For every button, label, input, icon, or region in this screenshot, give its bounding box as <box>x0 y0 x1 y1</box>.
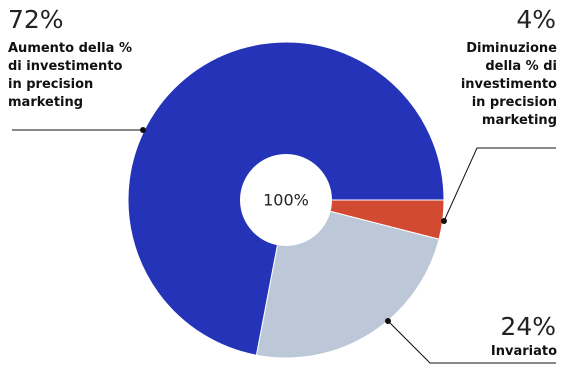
unchanged-leader-dot <box>385 318 391 324</box>
unchanged-leader-line <box>387 320 556 364</box>
unchanged-value-label: 24% <box>500 312 556 341</box>
increase-leader-dot <box>140 127 146 133</box>
donut-hole <box>240 154 332 246</box>
increase-value-label: 72% <box>8 5 64 34</box>
decrease-leader-dot <box>441 218 447 224</box>
decrease-leader-line <box>443 147 556 222</box>
decrease-description-label: Diminuzione della % di investimento in p… <box>460 41 557 128</box>
center-total-label: 100% <box>263 191 309 210</box>
increase-description-label: Aumento della % di investimento in preci… <box>8 41 132 110</box>
decrease-value-label: 4% <box>516 5 556 34</box>
unchanged-description-label: Invariato <box>490 344 557 359</box>
